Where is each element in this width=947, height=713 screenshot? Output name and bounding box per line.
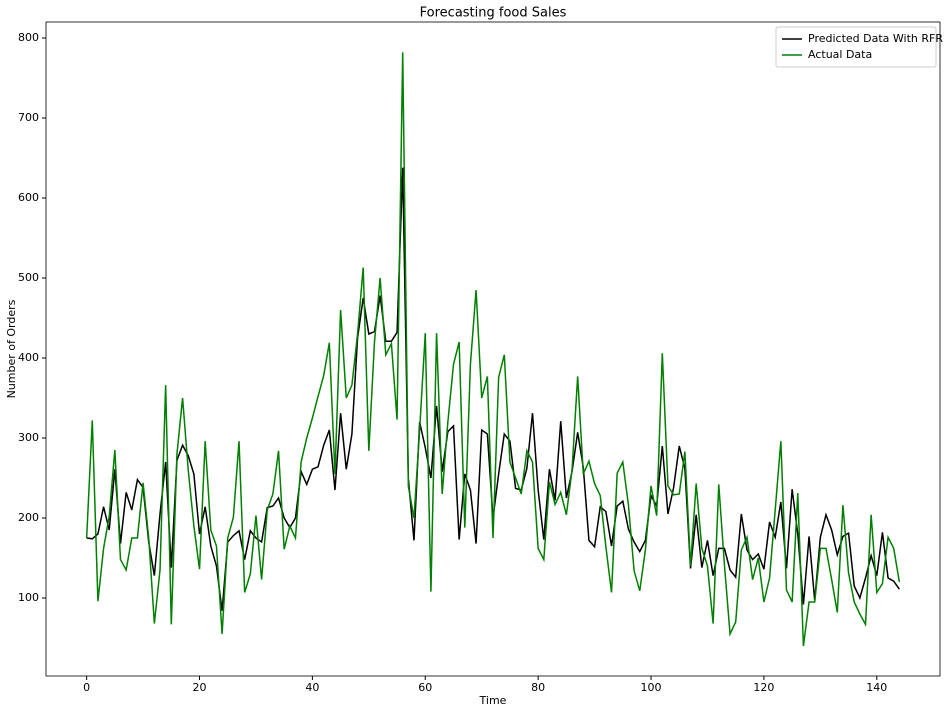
x-tick-label: 20 [193,681,207,694]
plot-frame [45,21,941,677]
x-tick-label: 40 [305,681,319,694]
y-tick-label: 600 [18,191,39,204]
legend-label: Actual Data [808,48,872,61]
y-tick-label: 700 [18,111,39,124]
x-tick-label: 140 [866,681,887,694]
x-tick-label: 100 [641,681,662,694]
y-tick-label: 300 [18,431,39,444]
y-axis-label: Number of Orders [5,299,18,398]
x-tick-label: 120 [753,681,774,694]
legend-label: Predicted Data With RFR [808,32,943,45]
y-tick-label: 500 [18,271,39,284]
y-tick-label: 200 [18,511,39,524]
y-tick-label: 100 [18,591,39,604]
x-tick-label: 0 [83,681,90,694]
chart-title: Forecasting food Sales [420,6,567,21]
legend-box [775,26,937,68]
x-tick-label: 60 [418,681,432,694]
legend: Predicted Data With RFR Actual Data [775,26,943,68]
y-tick-label: 800 [18,31,39,44]
data-line [85,52,901,647]
x-tick-label: 80 [531,681,545,694]
data-line [86,167,900,611]
x-axis-label: Time [479,694,507,707]
y-tick-label: 400 [18,351,39,364]
